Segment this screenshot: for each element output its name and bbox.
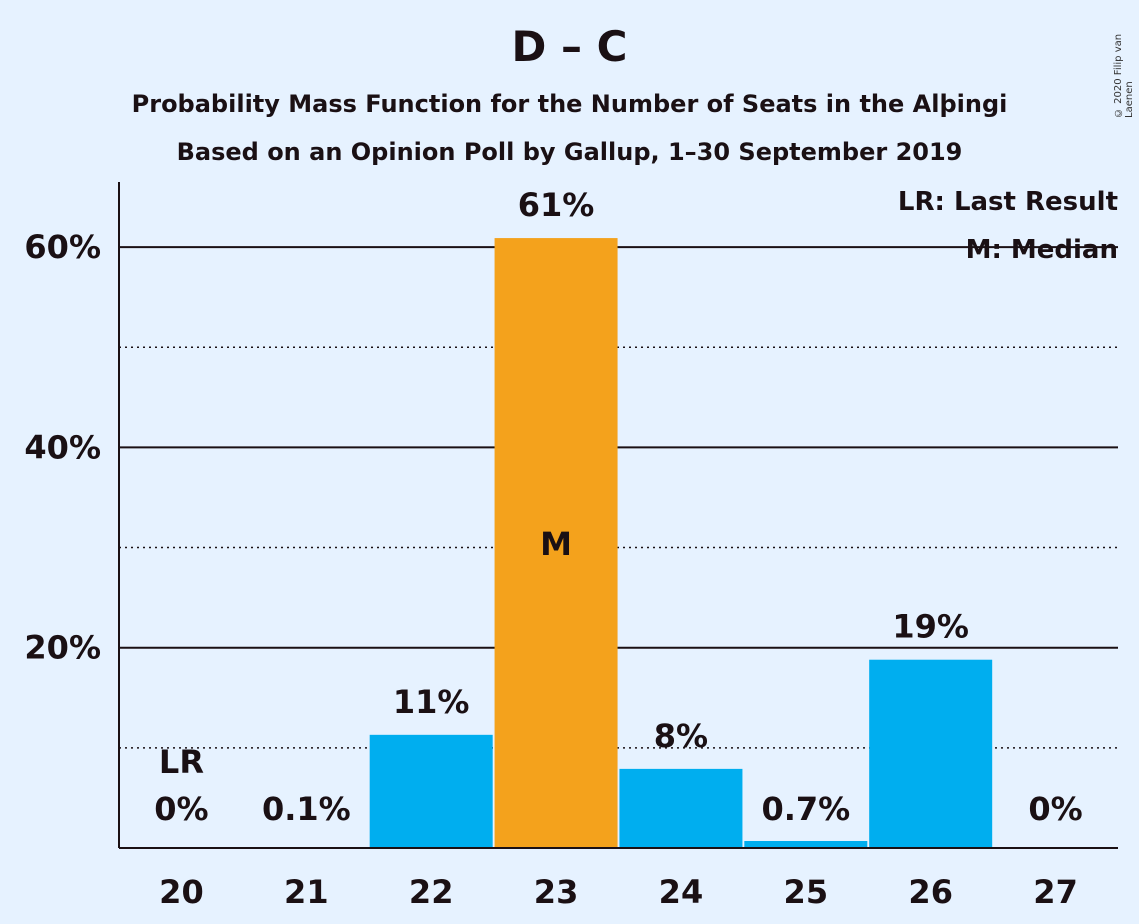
data-label: 0.7% [761,790,850,828]
data-label: 0% [1028,790,1082,828]
data-label: 61% [518,186,595,224]
bar [619,768,743,848]
bar [369,734,493,848]
y-tick-label: 40% [24,428,101,466]
data-label: 0% [154,790,208,828]
x-tick-label: 20 [159,873,204,911]
x-tick-label: 25 [784,873,829,911]
data-label: 19% [892,608,969,646]
data-label: 8% [654,717,708,755]
data-label: 11% [393,683,470,721]
last-result-marker: LR [159,743,204,781]
chart-title: D – C [511,22,628,71]
x-tick-label: 26 [908,873,953,911]
y-tick-label: 20% [24,629,101,667]
y-tick-label: 60% [24,228,101,266]
median-marker: M [540,525,572,563]
bar [744,840,868,848]
x-tick-label: 21 [284,873,329,911]
x-tick-label: 22 [409,873,454,911]
x-tick-label: 23 [534,873,579,911]
data-label: 0.1% [262,790,351,828]
legend-entry: M: Median [966,235,1118,265]
legend-entry: LR: Last Result [898,187,1118,217]
x-tick-label: 27 [1033,873,1078,911]
chart-subtitle: Probability Mass Function for the Number… [131,90,1008,118]
bar [494,238,618,848]
x-tick-label: 24 [659,873,704,911]
chart-subtitle-poll: Based on an Opinion Poll by Gallup, 1–30… [176,138,963,166]
bar [869,659,993,848]
